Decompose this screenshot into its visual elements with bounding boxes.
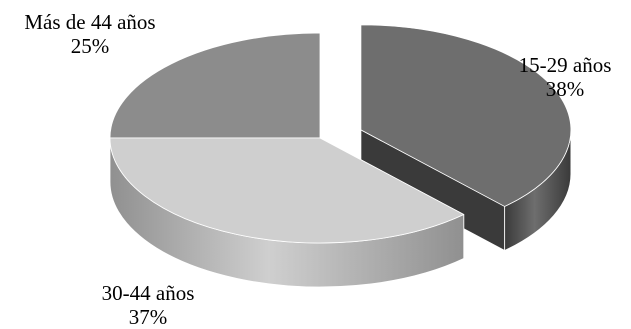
label-30-44: 30-44 años 37% (83, 281, 213, 329)
label-mas-de-44: Más de 44 años 25% (5, 10, 175, 58)
slice-top-15-29-a-os (360, 24, 572, 207)
category-label-30-44: 30-44 años (101, 281, 195, 305)
slice-top-30-44-a-os (109, 137, 465, 244)
category-label-15-29: 15-29 años (518, 53, 612, 77)
value-label-mas-de-44: 25% (70, 34, 110, 58)
slice-top-m-s-de-44-a-os (109, 32, 321, 139)
label-15-29: 15-29 años 38% (505, 53, 625, 101)
value-label-15-29: 38% (545, 77, 585, 101)
value-label-30-44: 37% (128, 305, 168, 329)
category-label-mas-de-44: Más de 44 años (24, 10, 156, 34)
